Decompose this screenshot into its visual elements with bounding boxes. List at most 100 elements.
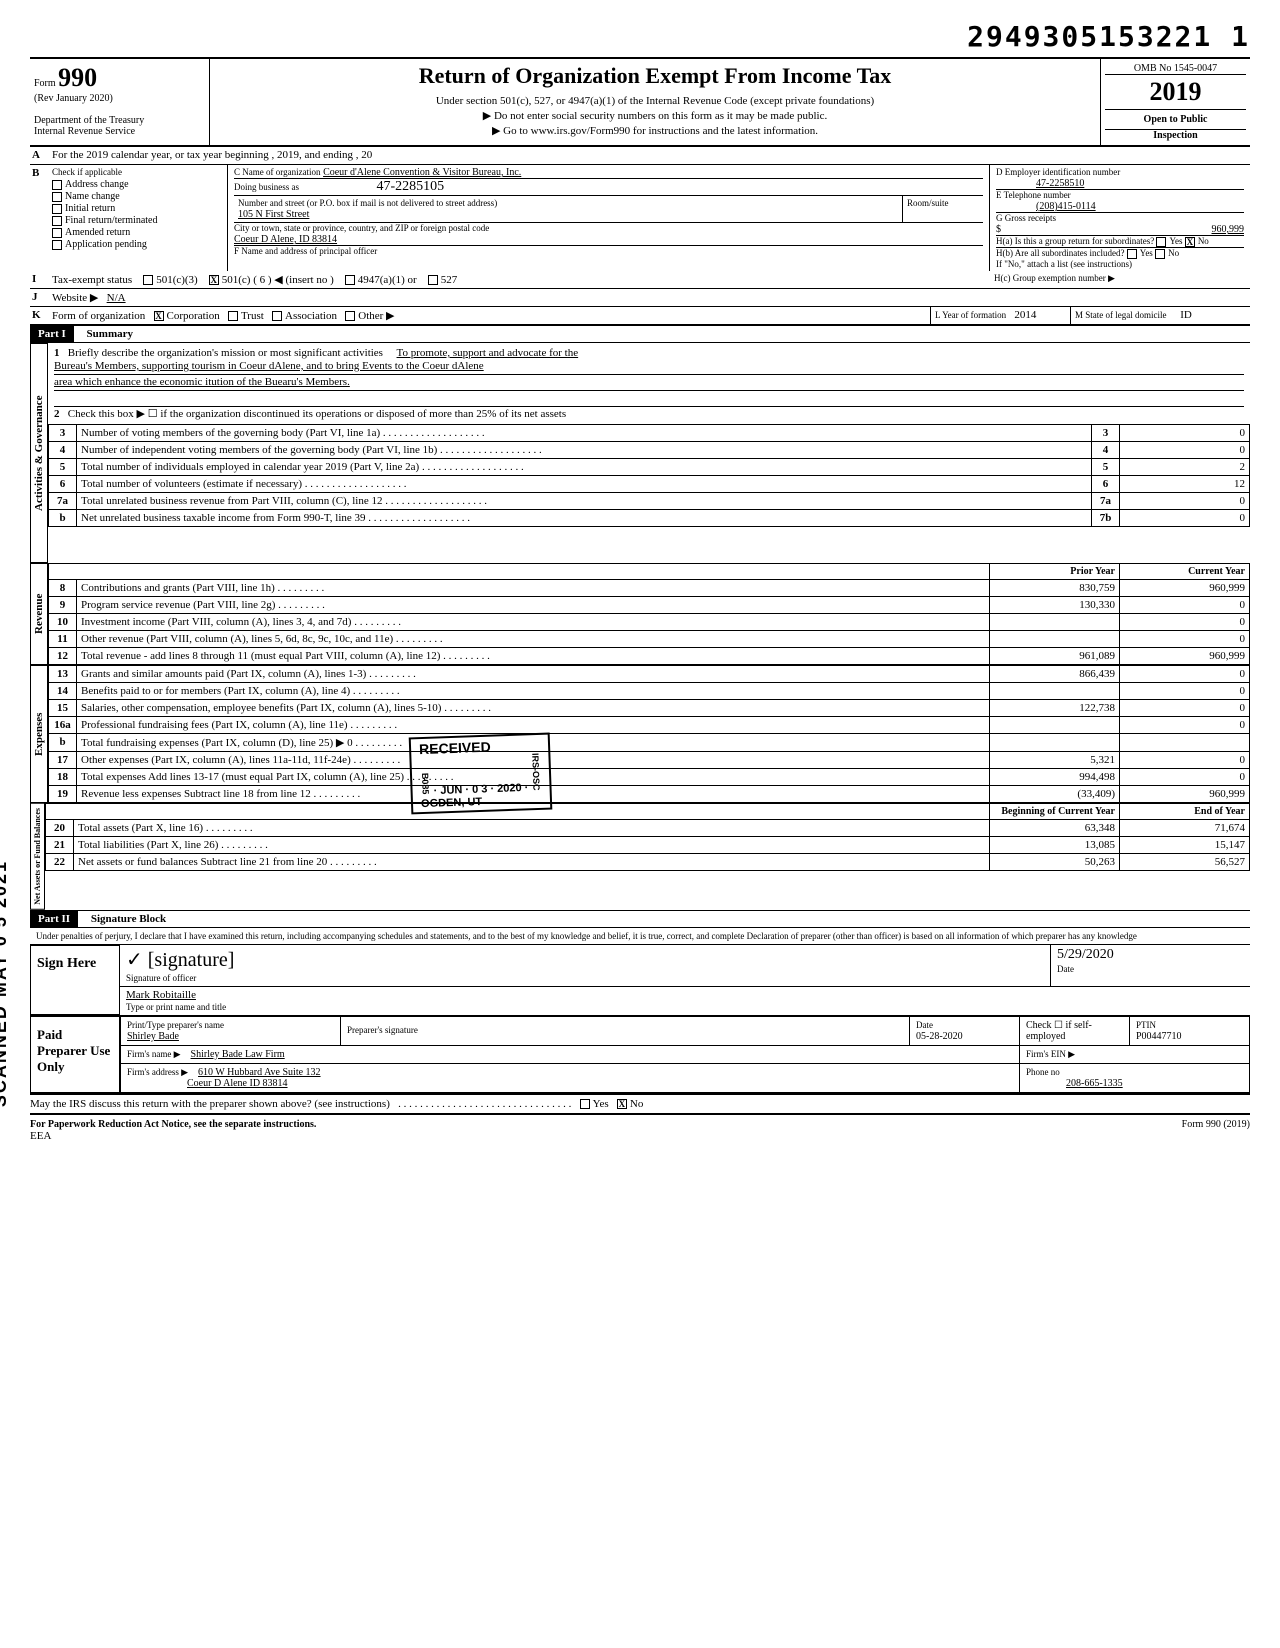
- officer-name: Mark Robitaille: [126, 989, 196, 1001]
- hb-note: If "No," attach a list (see instructions…: [996, 259, 1244, 269]
- check-applicable-hdr: Check if applicable: [52, 167, 122, 177]
- row-b: B: [30, 165, 48, 271]
- revenue-table: Prior YearCurrent Year 8Contributions an…: [48, 563, 1250, 665]
- check-amended-return[interactable]: Amended return: [52, 227, 223, 238]
- tax-year: 2019: [1105, 74, 1246, 110]
- officer-label: F Name and address of principal officer: [234, 246, 377, 256]
- discuss-no[interactable]: X: [617, 1099, 627, 1109]
- side-netassets: Net Assets or Fund Balances: [30, 803, 45, 910]
- part2-header: Part II: [30, 911, 78, 927]
- sig-label: Signature of officer: [126, 973, 196, 983]
- q2-text: Check this box ▶ ☐ if the organization d…: [68, 408, 566, 420]
- check-initial-return[interactable]: Initial return: [52, 203, 223, 214]
- preparer-date: 05-28-2020: [916, 1031, 963, 1042]
- check-other[interactable]: [345, 311, 355, 321]
- perjury-text: Under penalties of perjury, I declare th…: [30, 928, 1250, 945]
- check-4947[interactable]: [345, 275, 355, 285]
- check-501c[interactable]: X: [209, 275, 219, 285]
- check-corp[interactable]: X: [154, 311, 164, 321]
- hb-yes[interactable]: [1127, 249, 1137, 259]
- city-value: Coeur D Alene, ID 83814: [234, 234, 337, 245]
- yof-value: 2014: [1014, 309, 1036, 321]
- mission2: Bureau's Members, supporting tourism in …: [54, 359, 1244, 375]
- preparer-name: Shirley Bade: [127, 1031, 179, 1042]
- check-application-pending[interactable]: Application pending: [52, 239, 223, 250]
- firm-phone: 208-665-1335: [1066, 1078, 1123, 1089]
- check-address-change[interactable]: Address change: [52, 179, 223, 190]
- org-name-label: C Name of organization: [234, 167, 321, 177]
- dom-label: M State of legal domicile: [1075, 310, 1166, 320]
- ha-yes[interactable]: [1156, 237, 1166, 247]
- dept-treasury: Department of the Treasury: [34, 115, 144, 126]
- gross-label: G Gross receipts: [996, 213, 1056, 223]
- firm-addr2: Coeur D Alene ID 83814: [187, 1078, 288, 1089]
- paid-preparer-label: Paid Preparer Use Only: [30, 1016, 120, 1093]
- dom-value: ID: [1180, 309, 1192, 321]
- mission3: area which enhance the economic itution …: [54, 375, 1244, 391]
- received-stamp: RECEIVED B085 · JUN · 0 3 · 2020 · IRS-O…: [409, 732, 552, 813]
- row-i: I: [30, 271, 48, 288]
- preparer-table: Print/Type preparer's nameShirley Bade P…: [120, 1016, 1250, 1093]
- website-label: Website ▶: [52, 292, 98, 304]
- check-final-return[interactable]: Final return/terminated: [52, 215, 223, 226]
- check-527[interactable]: [428, 275, 438, 285]
- tax-year-line: For the 2019 calendar year, or tax year …: [48, 147, 1250, 164]
- row-k: K: [30, 307, 48, 324]
- side-governance: Activities & Governance: [30, 343, 48, 563]
- expenses-table: 13Grants and similar amounts paid (Part …: [48, 665, 1250, 803]
- irs-label: Internal Revenue Service: [34, 126, 135, 137]
- scanned-stamp: SCANNED MAY 0 5 2021: [0, 860, 11, 1107]
- form-subtitle2: ▶ Do not enter social security numbers o…: [218, 109, 1092, 122]
- firm-ein-label: Firm's EIN ▶: [1026, 1049, 1075, 1059]
- tax-exempt-label: Tax-exempt status: [52, 274, 132, 286]
- street-label: Number and street (or P.O. box if mail i…: [238, 198, 497, 208]
- ha-no[interactable]: X: [1185, 237, 1195, 247]
- form-footer: Form 990 (2019): [1182, 1119, 1250, 1130]
- pra-notice: For Paperwork Reduction Act Notice, see …: [30, 1119, 316, 1130]
- officer-signature: ✓ [signature]: [126, 949, 234, 971]
- eea-label: EEA: [30, 1130, 1250, 1142]
- discuss-label: May the IRS discuss this return with the…: [30, 1098, 390, 1110]
- website-value: N/A: [107, 292, 126, 304]
- hb-no[interactable]: [1155, 249, 1165, 259]
- formorg-label: Form of organization: [52, 310, 145, 322]
- form-title: Return of Organization Exempt From Incom…: [218, 63, 1092, 89]
- check-501c3[interactable]: [143, 275, 153, 285]
- form-rev: (Rev January 2020): [34, 93, 113, 104]
- netassets-table: Beginning of Current YearEnd of Year 20T…: [45, 803, 1250, 871]
- governance-table: 3Number of voting members of the governi…: [48, 424, 1250, 527]
- check-assoc[interactable]: [272, 311, 282, 321]
- dba-hand: 47-2285105: [377, 179, 445, 194]
- sig-date: 5/29/2020: [1057, 947, 1114, 962]
- row-j: J: [30, 289, 48, 306]
- room-label: Room/suite: [907, 198, 949, 208]
- dln-number: 2949305153221 1: [30, 20, 1250, 53]
- phone-value: (208)415-0114: [1036, 201, 1096, 212]
- officer-name-label: Type or print name and title: [126, 1002, 226, 1012]
- hc-label: H(c) Group exemption number ▶: [990, 271, 1250, 288]
- sign-here-label: Sign Here: [30, 945, 120, 1015]
- firm-name: Shirley Bade Law Firm: [191, 1049, 285, 1060]
- org-name: Coeur d'Alene Convention & Visitor Burea…: [323, 167, 521, 178]
- q1-text: Briefly describe the organization's miss…: [68, 347, 383, 359]
- sig-date-label: Date: [1057, 964, 1074, 974]
- check-trust[interactable]: [228, 311, 238, 321]
- part1-title: Summary: [87, 328, 133, 340]
- discuss-yes[interactable]: [580, 1099, 590, 1109]
- ein-label: D Employer identification number: [996, 167, 1120, 177]
- row-a: A: [30, 147, 48, 164]
- inspection: Inspection: [1105, 130, 1246, 141]
- open-public: Open to Public: [1105, 110, 1246, 130]
- form-subtitle1: Under section 501(c), 527, or 4947(a)(1)…: [218, 95, 1092, 107]
- self-employed-check: Check ☐ if self-employed: [1020, 1016, 1130, 1045]
- firm-addr1: 610 W Hubbard Ave Suite 132: [198, 1067, 321, 1078]
- dba-label: Doing business as: [234, 182, 299, 192]
- side-revenue: Revenue: [30, 563, 48, 665]
- city-label: City or town, state or province, country…: [234, 223, 489, 233]
- check-name-change[interactable]: Name change: [52, 191, 223, 202]
- side-expenses: Expenses: [30, 665, 48, 803]
- form-number: 990: [58, 63, 97, 92]
- form-label: Form: [34, 78, 56, 89]
- street-value: 105 N First Street: [238, 209, 309, 220]
- form-header: Form 990 (Rev January 2020) Department o…: [30, 57, 1250, 147]
